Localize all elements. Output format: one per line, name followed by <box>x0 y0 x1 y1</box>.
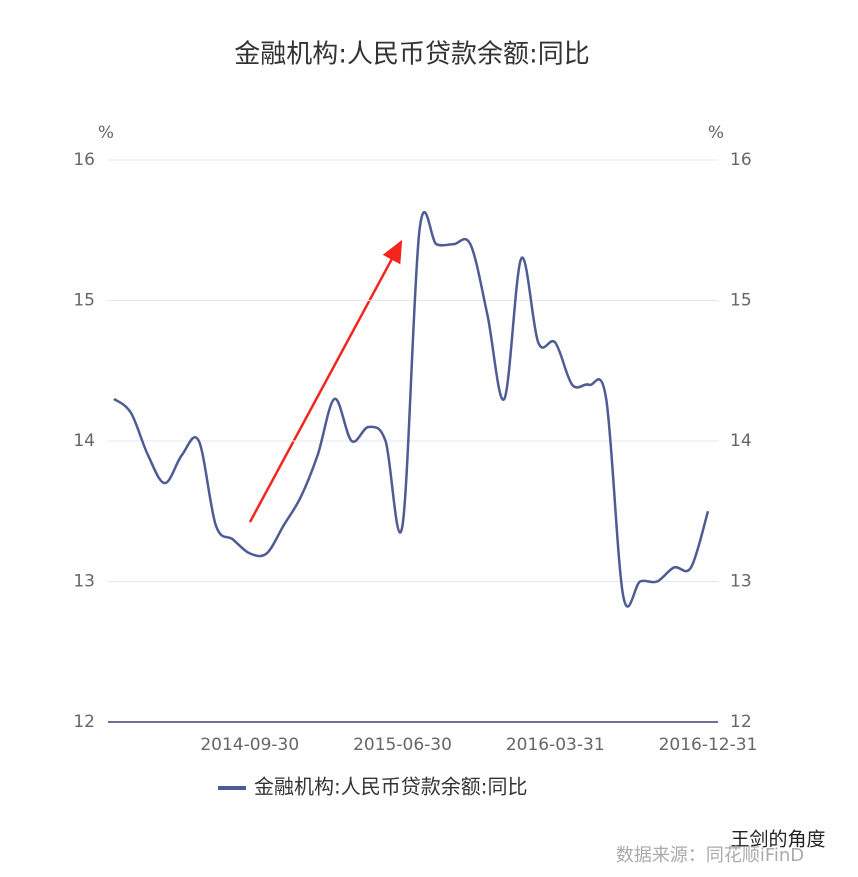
y2-tick-label: 13 <box>730 572 752 592</box>
y-tick-label: 16 <box>73 150 95 170</box>
y-tick-label: 14 <box>73 431 95 451</box>
y2-tick-label: 14 <box>730 431 752 451</box>
y2-tick-label: 16 <box>730 150 752 170</box>
x-tick-label: 2015-06-30 <box>353 735 452 755</box>
y-unit: % <box>98 123 114 143</box>
source-note: 数据来源：同花顺iFinD <box>616 845 804 866</box>
annotation-arrow <box>248 239 403 523</box>
x-tick-label: 2016-03-31 <box>506 735 605 755</box>
y-tick-label: 15 <box>73 291 95 311</box>
x-tick-label: 2016-12-31 <box>659 735 758 755</box>
y2-tick-label: 15 <box>730 291 752 311</box>
y2-unit: % <box>708 123 724 143</box>
chart-title: 金融机构:人民币贷款余额:同比 <box>234 40 590 70</box>
y-tick-label: 13 <box>73 572 95 592</box>
x-tick-label: 2014-09-30 <box>200 735 299 755</box>
legend-label: 金融机构:人民币贷款余额:同比 <box>254 775 527 799</box>
y-tick-label: 12 <box>73 712 95 732</box>
y2-tick-label: 12 <box>730 712 752 732</box>
watermark: 王剑的角度 <box>730 829 825 851</box>
series-line <box>113 210 710 608</box>
